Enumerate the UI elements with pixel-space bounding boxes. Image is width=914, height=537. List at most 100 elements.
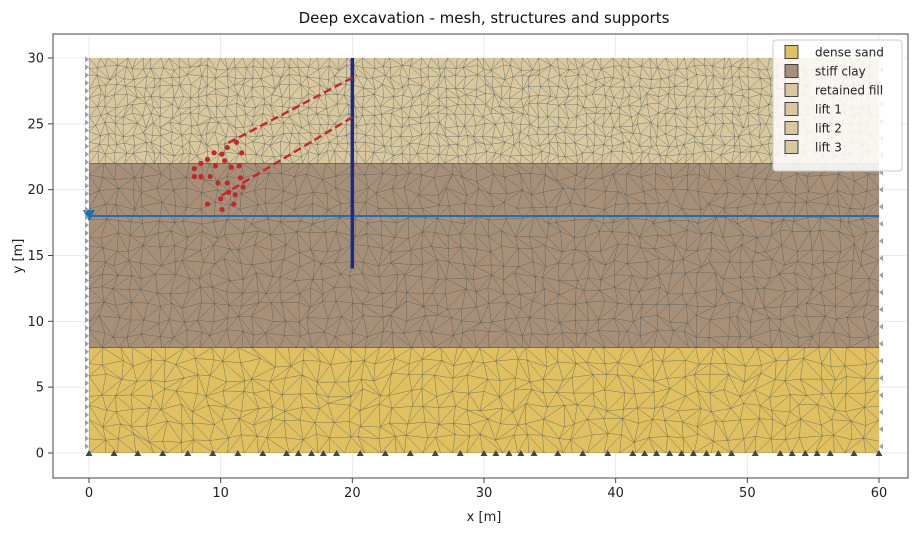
left-roller-support-icon [85,245,89,252]
grout-point [233,139,240,145]
anchor-tendon [220,116,353,198]
right-roller-support-icon [879,340,883,347]
left-roller-support-icon [85,261,89,268]
bottom-pin-support-icon [530,450,538,456]
grout-point [224,180,230,186]
grout-point [204,156,211,162]
bottom-pin-support-icon [456,450,464,456]
right-roller-support-icon [879,220,883,227]
left-roller-support-icon [85,403,89,410]
left-roller-support-icon [85,388,89,395]
legend: dense sand stiff clay retained fill lift 1 l… [772,39,903,172]
bottom-pin-support-icon [554,450,562,456]
grout-point [198,160,204,166]
right-roller-support-icon [879,289,883,296]
left-roller-support-icon [85,166,89,173]
left-roller-support-icon [85,143,89,150]
right-roller-support-icon [879,186,883,193]
left-roller-support-icon [85,396,89,403]
grout-point [218,196,224,202]
left-roller-support-icon [85,324,89,331]
bottom-pin-support-icon [110,450,118,456]
mesh-edges [89,347,879,453]
left-roller-support-icon [85,135,89,142]
x-tick-label: 0 [85,486,93,501]
legend-label: lift 2 [815,122,842,136]
left-roller-support-icon [85,285,89,292]
x-tick-label: 50 [739,486,756,501]
bottom-pin-support-icon [801,450,809,456]
left-roller-support-icon [85,340,89,347]
bottom-pin-support-icon [875,450,883,456]
right-roller-support-icon [879,272,883,279]
left-roller-support-icon [85,214,89,221]
bottom-pin-support-icon [652,450,660,456]
right-roller-support-icon [879,409,883,416]
left-roller-support-icon [85,64,89,71]
left-roller-support-icon [85,198,89,205]
bottom-pin-support-icon [728,450,736,456]
bottom-pin-support-icon [134,450,142,456]
left-roller-support-icon [85,309,89,316]
legend-label: lift 1 [815,103,842,117]
legend-swatch [784,45,799,59]
grout-point [211,150,217,156]
grout-point [237,175,244,181]
left-roller-support-icon [85,151,89,158]
bottom-pin-support-icon [826,450,834,456]
left-roller-support-icon [85,427,89,434]
grout-point [236,163,242,169]
bottom-pin-support-icon [184,450,192,456]
water-table [83,210,879,221]
y-tick-label: 0 [36,447,44,462]
grout-point [215,180,221,186]
left-roller-support-icon [85,269,89,276]
bottom-pin-support-icon [678,450,685,456]
bottom-pin-support-icon [381,450,389,456]
water-table-marker-icon [83,210,95,221]
bottom-pin-support-icon [579,450,587,456]
bottom-pin-support-icon [751,450,759,456]
left-roller-support-icon [85,56,89,63]
x-tick-label: 10 [212,486,229,501]
legend-label: stiff clay [815,65,866,79]
bottom-pin-support-icon [850,450,858,456]
y-tick-label: 5 [36,381,44,396]
y-tick-label: 30 [27,52,44,67]
grout-point [207,173,213,180]
legend-swatch [784,121,799,135]
bottom-pin-support-icon [431,450,439,456]
bottom-pin-support-icon [319,450,327,456]
legend-swatch [784,102,799,116]
bottom-pin-support-icon [714,450,722,456]
y-tick-label: 25 [27,117,44,132]
soil-layer [89,58,879,164]
bottom-pin-support-icon [629,450,637,456]
bottom-pin-support-icon [283,450,290,456]
left-roller-support-icon [85,190,89,197]
bottom-pin-support-icon [259,450,267,456]
grout-point [219,151,225,157]
left-roller-support-icon [85,127,89,134]
left-roller-support-icon [85,317,89,324]
left-roller-support-icon [85,119,89,126]
bottom-pin-support-icon [505,450,513,456]
left-roller-support-icon [85,206,89,213]
right-roller-support-icon [879,392,883,399]
left-roller-support-icon [85,87,89,94]
left-roller-support-icon [85,72,89,79]
bottom-pin-support-icon [308,450,316,456]
x-tick-label: 40 [607,486,624,501]
right-roller-support-icon [879,255,883,262]
grout-point [212,163,218,169]
left-roller-support-icon [85,372,89,379]
right-roller-support-icon [879,238,883,245]
left-roller-support-icon [85,253,89,260]
left-roller-support-icon [85,293,89,300]
right-roller-support-icon [879,443,883,450]
bottom-pin-support-icon [492,450,500,456]
bottom-pin-support-icon [641,450,649,456]
legend-label: lift 3 [815,141,842,155]
left-roller-support-icon [85,103,89,110]
